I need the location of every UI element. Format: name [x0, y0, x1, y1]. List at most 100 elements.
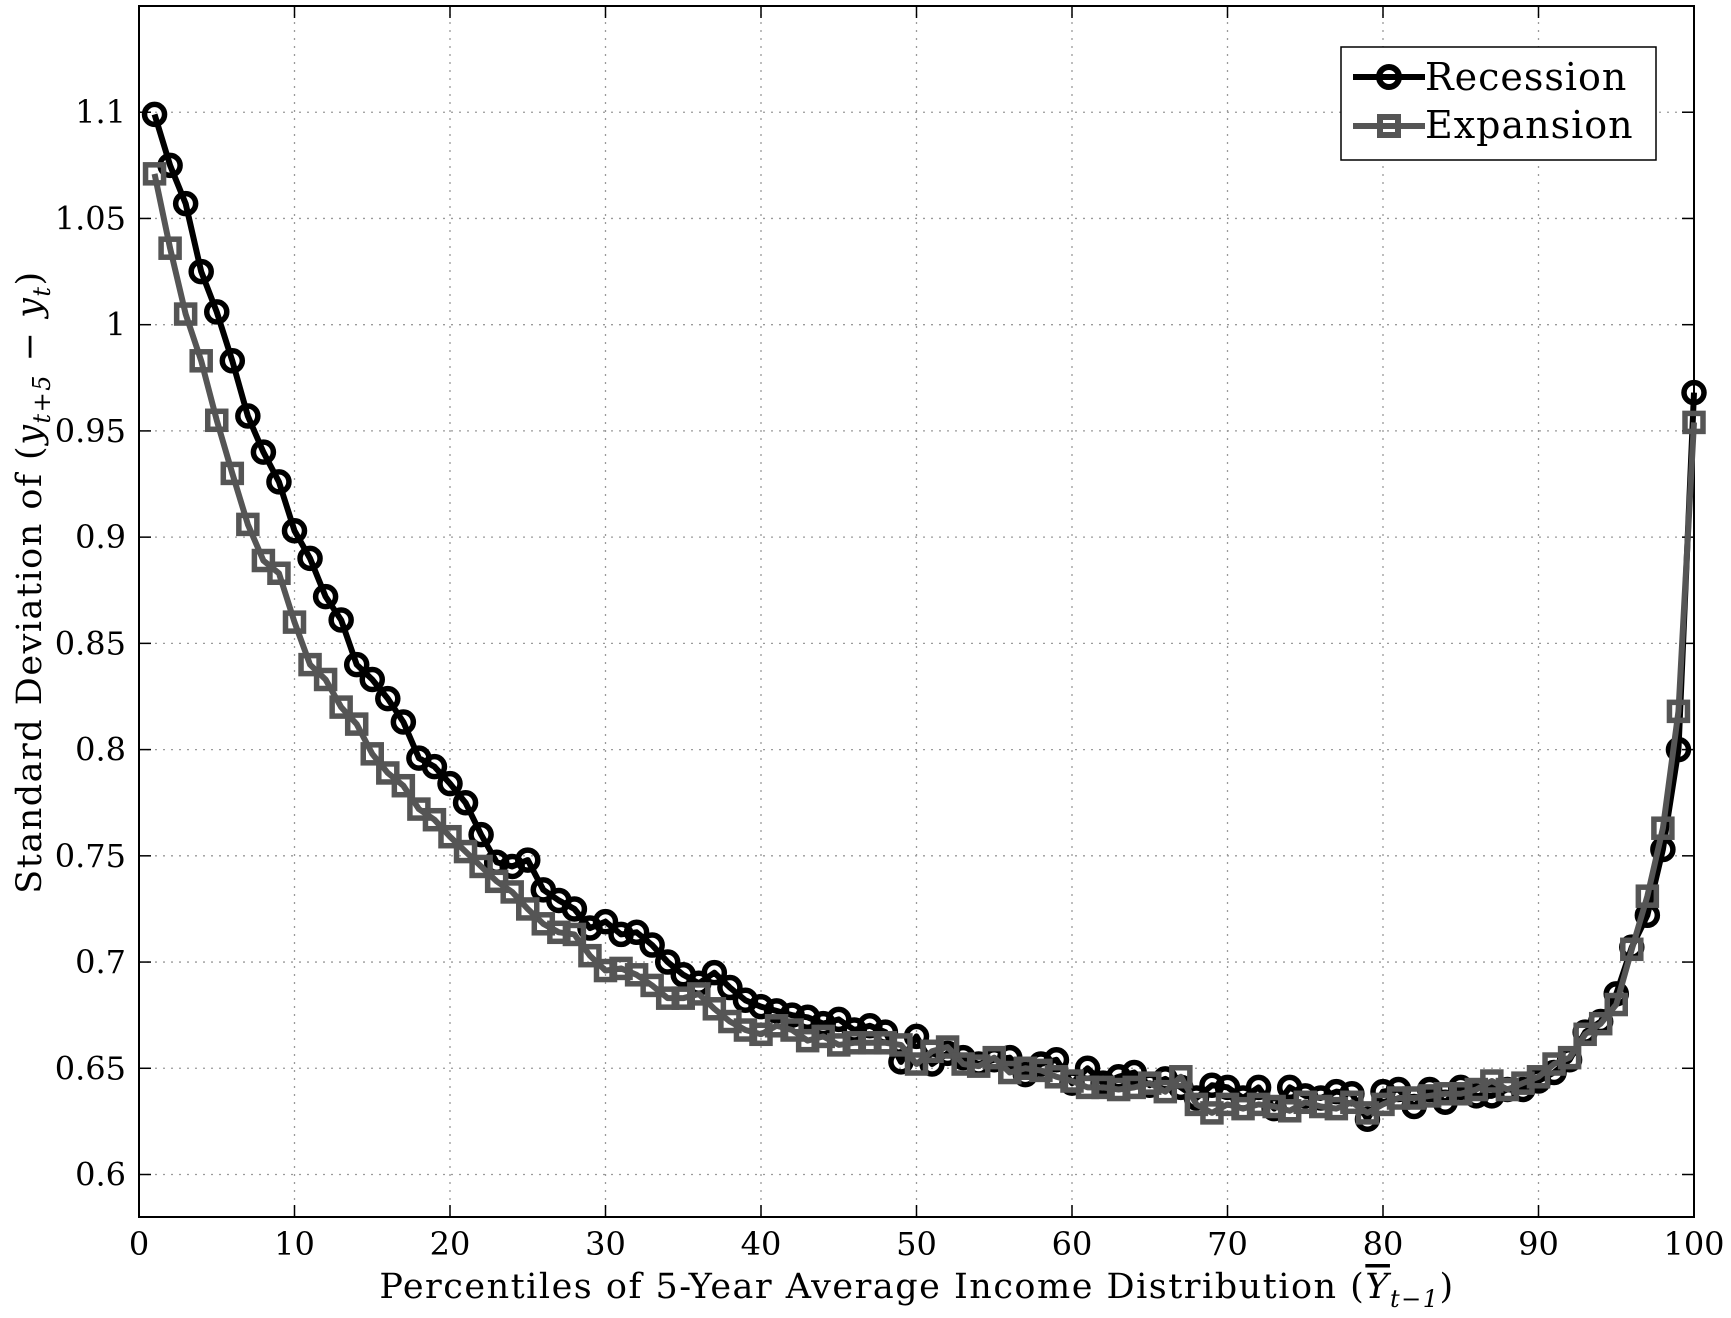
data-point-expansion: [1557, 1045, 1582, 1070]
data-point-expansion: [360, 742, 384, 766]
data-point-expansion: [251, 548, 276, 573]
x-tick-label: 90: [1518, 1225, 1559, 1263]
data-point-expansion: [935, 1035, 960, 1059]
x-tick-label: 60: [1052, 1225, 1093, 1263]
legend-recession-label: Recession: [1425, 55, 1627, 99]
x-tick-label: 10: [274, 1225, 315, 1263]
y-axis-label-variable-2: y: [10, 297, 50, 320]
x-tick-label: 40: [741, 1225, 782, 1263]
data-point-expansion: [702, 997, 727, 1021]
data-point-recession: [390, 709, 417, 735]
y-tick-label: 0.95: [55, 412, 126, 450]
data-point-recession: [639, 932, 665, 958]
data-point-expansion: [687, 982, 711, 1006]
data-point-recession: [592, 908, 619, 935]
data-point-expansion: [578, 943, 602, 968]
data-point-expansion: [173, 302, 198, 326]
data-point-recession: [748, 993, 774, 1020]
y-tick-label: 0.9: [75, 518, 126, 556]
data-point-recession: [250, 439, 277, 465]
legend-recession-marker: [1376, 64, 1402, 90]
x-axis-label-subscript: t−1: [1390, 1285, 1440, 1313]
data-point-recession: [235, 403, 261, 429]
data-point-expansion: [904, 1052, 929, 1076]
data-point-recession: [343, 651, 370, 678]
y-axis-label-prefix: Standard Deviation of (: [10, 445, 50, 894]
data-point-expansion: [889, 1033, 913, 1057]
data-point-expansion: [189, 349, 213, 373]
data-point-expansion: [220, 461, 245, 486]
data-point-expansion: [344, 712, 369, 736]
data-point-expansion: [158, 236, 182, 260]
x-axis-label: Percentiles of 5-Year Average Income Dis…: [379, 1267, 1454, 1313]
data-point-recession: [452, 789, 479, 816]
data-point-recession: [623, 919, 650, 946]
series-expansion: [142, 162, 1706, 1125]
data-point-expansion: [1666, 699, 1691, 724]
data-point-expansion: [376, 761, 400, 785]
data-point-recession: [515, 847, 541, 873]
x-tick-label: 30: [585, 1225, 626, 1263]
y-tick-label: 0.85: [55, 624, 126, 662]
data-point-recession: [312, 583, 339, 610]
y-tick-label: 1: [106, 306, 126, 344]
data-series: [141, 101, 1707, 1133]
y-tick-label: 0.7: [75, 943, 126, 981]
data-point-recession: [701, 959, 728, 986]
data-point-expansion: [438, 824, 462, 849]
data-point-expansion: [982, 1045, 1006, 1070]
data-point-recession: [437, 770, 463, 797]
data-point-recession: [328, 607, 354, 633]
data-point-expansion: [516, 897, 540, 921]
y-tick-label: 1.05: [55, 199, 126, 237]
data-point-expansion: [236, 512, 260, 537]
y-axis-label-suffix: ): [10, 270, 50, 285]
x-tick-label: 100: [1663, 1225, 1724, 1263]
data-point-expansion: [453, 839, 478, 864]
data-point-expansion: [1635, 884, 1660, 908]
y-tick-label: 0.8: [75, 731, 126, 769]
data-point-expansion: [500, 880, 524, 904]
x-tick-label: 80: [1363, 1225, 1404, 1263]
data-point-recession: [654, 949, 681, 975]
data-point-recession: [468, 821, 494, 848]
data-point-recession: [266, 469, 292, 495]
data-point-expansion: [1169, 1065, 1193, 1089]
data-point-expansion: [1526, 1065, 1551, 1089]
data-point-recession: [561, 896, 588, 922]
x-axis-label-prefix: Percentiles of 5-Year Average Income Dis…: [379, 1267, 1365, 1307]
x-tick-label: 0: [129, 1225, 149, 1263]
legend: Recession Expansion: [1340, 46, 1657, 161]
y-tick-label: 0.65: [55, 1049, 126, 1087]
y-tick-label: 1.1: [75, 93, 126, 131]
data-point-recession: [141, 101, 168, 128]
data-point-expansion: [562, 922, 587, 947]
data-point-expansion: [640, 973, 664, 998]
series-line-recession: [151, 113, 1697, 1123]
data-point-expansion: [391, 773, 416, 798]
y-tick-label: 0.75: [55, 837, 126, 875]
x-tick-label: 50: [896, 1225, 937, 1263]
data-point-expansion: [298, 652, 322, 677]
data-point-recession: [375, 685, 401, 712]
grid-lines: [139, 6, 1694, 1217]
data-point-recession: [1681, 379, 1707, 406]
x-tick-label: 70: [1207, 1225, 1248, 1263]
data-point-expansion: [313, 667, 338, 692]
data-point-recession: [281, 518, 308, 544]
data-point-recession: [219, 348, 246, 374]
data-point-expansion: [1651, 816, 1675, 840]
y-axis-label-variable-1: y: [10, 424, 50, 447]
legend-expansion-label: Expansion: [1425, 103, 1634, 147]
data-point-recession: [717, 974, 743, 1001]
legend-expansion-marker: [1377, 114, 1401, 138]
data-point-recession: [1199, 1072, 1225, 1099]
x-axis-label-variable: Y: [1365, 1267, 1391, 1307]
data-point-expansion: [1620, 937, 1644, 962]
data-point-recession: [421, 753, 448, 780]
data-point-recession: [608, 921, 634, 948]
y-tick-label: 0.6: [75, 1156, 126, 1194]
y-axis-label-subscript-2: t: [28, 285, 56, 296]
data-point-recession: [188, 258, 214, 285]
